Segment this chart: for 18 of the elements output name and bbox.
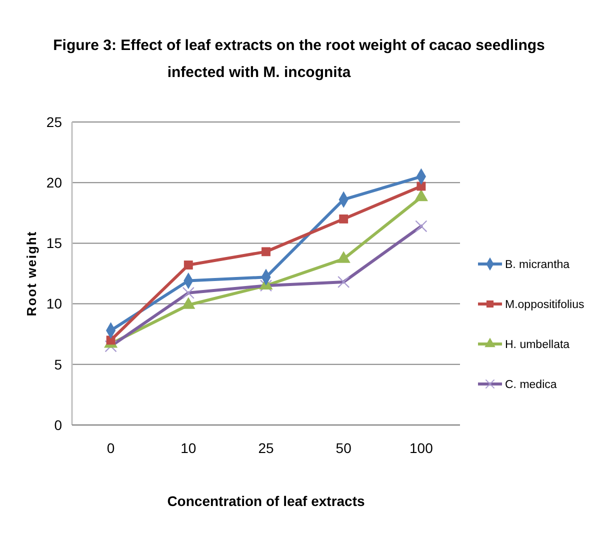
x-axis-title: Concentration of leaf extracts (167, 493, 366, 509)
x-tick-label: 50 (336, 440, 352, 456)
x-tick-label: 100 (410, 440, 434, 456)
y-axis-title: Root weight (24, 230, 39, 316)
y-tick-label: 20 (46, 174, 62, 190)
legend-label: C. medica (505, 379, 558, 392)
x-tick-label: 25 (258, 440, 274, 456)
legend-label: M.oppositifolius (505, 299, 585, 312)
chart-title: Figure 3: Effect of leaf extracts on the root weight of cacao seedlings infected with M. incognita (53, 37, 545, 81)
y-tick-label: 5 (54, 356, 62, 372)
y-tick-label: 10 (46, 296, 62, 312)
y-tick-label: 0 (54, 416, 62, 433)
legend-label: H. umbellata (505, 339, 570, 352)
x-tick-label: 10 (180, 440, 196, 456)
x-tick-label: 0 (106, 440, 115, 456)
y-tick-label: 15 (46, 235, 62, 252)
legend-label: B. micrantha (505, 259, 570, 272)
y-tick-label: 25 (46, 114, 62, 130)
